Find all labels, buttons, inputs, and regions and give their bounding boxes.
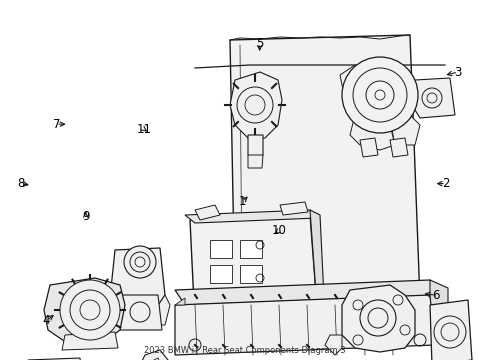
Polygon shape [430, 280, 448, 345]
Polygon shape [155, 295, 170, 325]
Circle shape [124, 246, 156, 278]
Circle shape [60, 280, 120, 340]
Polygon shape [350, 115, 395, 150]
Polygon shape [248, 135, 263, 158]
Polygon shape [280, 202, 308, 215]
Polygon shape [310, 210, 325, 320]
Text: 1: 1 [239, 195, 246, 208]
Polygon shape [105, 295, 115, 325]
Polygon shape [340, 65, 360, 100]
Polygon shape [360, 138, 378, 157]
Polygon shape [230, 35, 420, 305]
Polygon shape [248, 155, 263, 168]
Text: 8: 8 [17, 177, 24, 190]
Text: 4: 4 [43, 314, 50, 327]
Polygon shape [430, 300, 472, 360]
Text: 3: 3 [454, 66, 462, 78]
Polygon shape [24, 358, 84, 360]
Polygon shape [415, 78, 455, 118]
Polygon shape [195, 205, 220, 220]
Polygon shape [44, 278, 125, 345]
Polygon shape [210, 240, 232, 258]
Polygon shape [240, 265, 262, 283]
Polygon shape [190, 215, 318, 325]
Polygon shape [110, 248, 165, 312]
Polygon shape [175, 295, 435, 355]
Polygon shape [342, 285, 415, 352]
Polygon shape [62, 332, 118, 350]
Polygon shape [175, 280, 440, 305]
Polygon shape [230, 72, 282, 138]
Polygon shape [210, 265, 232, 283]
Polygon shape [390, 115, 420, 145]
Text: 2023 BMW i7 Rear Seat Components Diagram 3: 2023 BMW i7 Rear Seat Components Diagram… [144, 346, 346, 355]
Polygon shape [210, 290, 232, 308]
Text: 6: 6 [432, 289, 440, 302]
Text: 9: 9 [82, 210, 90, 222]
Polygon shape [140, 350, 168, 360]
Polygon shape [390, 138, 408, 157]
Polygon shape [185, 210, 318, 223]
Polygon shape [240, 290, 262, 308]
Polygon shape [325, 335, 342, 355]
Polygon shape [118, 295, 162, 330]
Polygon shape [240, 240, 262, 258]
Text: 2: 2 [442, 177, 450, 190]
Text: 10: 10 [272, 224, 287, 237]
Text: 7: 7 [52, 118, 60, 131]
Circle shape [342, 57, 418, 133]
Text: 5: 5 [256, 37, 264, 50]
Text: 11: 11 [137, 123, 152, 136]
Polygon shape [175, 298, 185, 305]
